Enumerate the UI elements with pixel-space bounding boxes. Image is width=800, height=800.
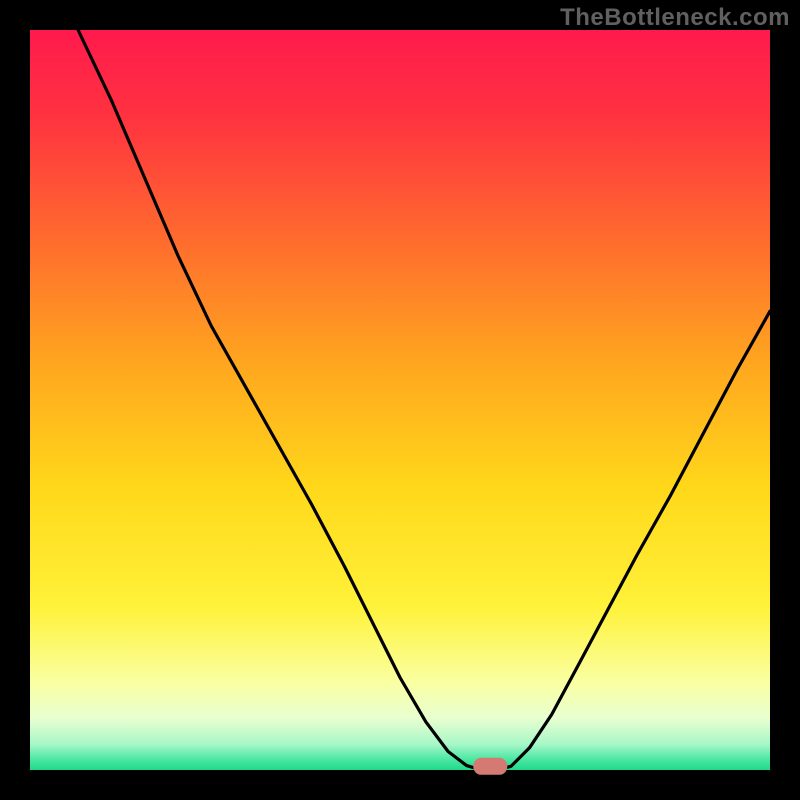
gradient-background [30, 30, 770, 770]
chart-frame: TheBottleneck.com [0, 0, 800, 800]
optimum-marker [473, 758, 507, 775]
bottleneck-chart [0, 0, 800, 800]
watermark-text: TheBottleneck.com [560, 4, 790, 32]
